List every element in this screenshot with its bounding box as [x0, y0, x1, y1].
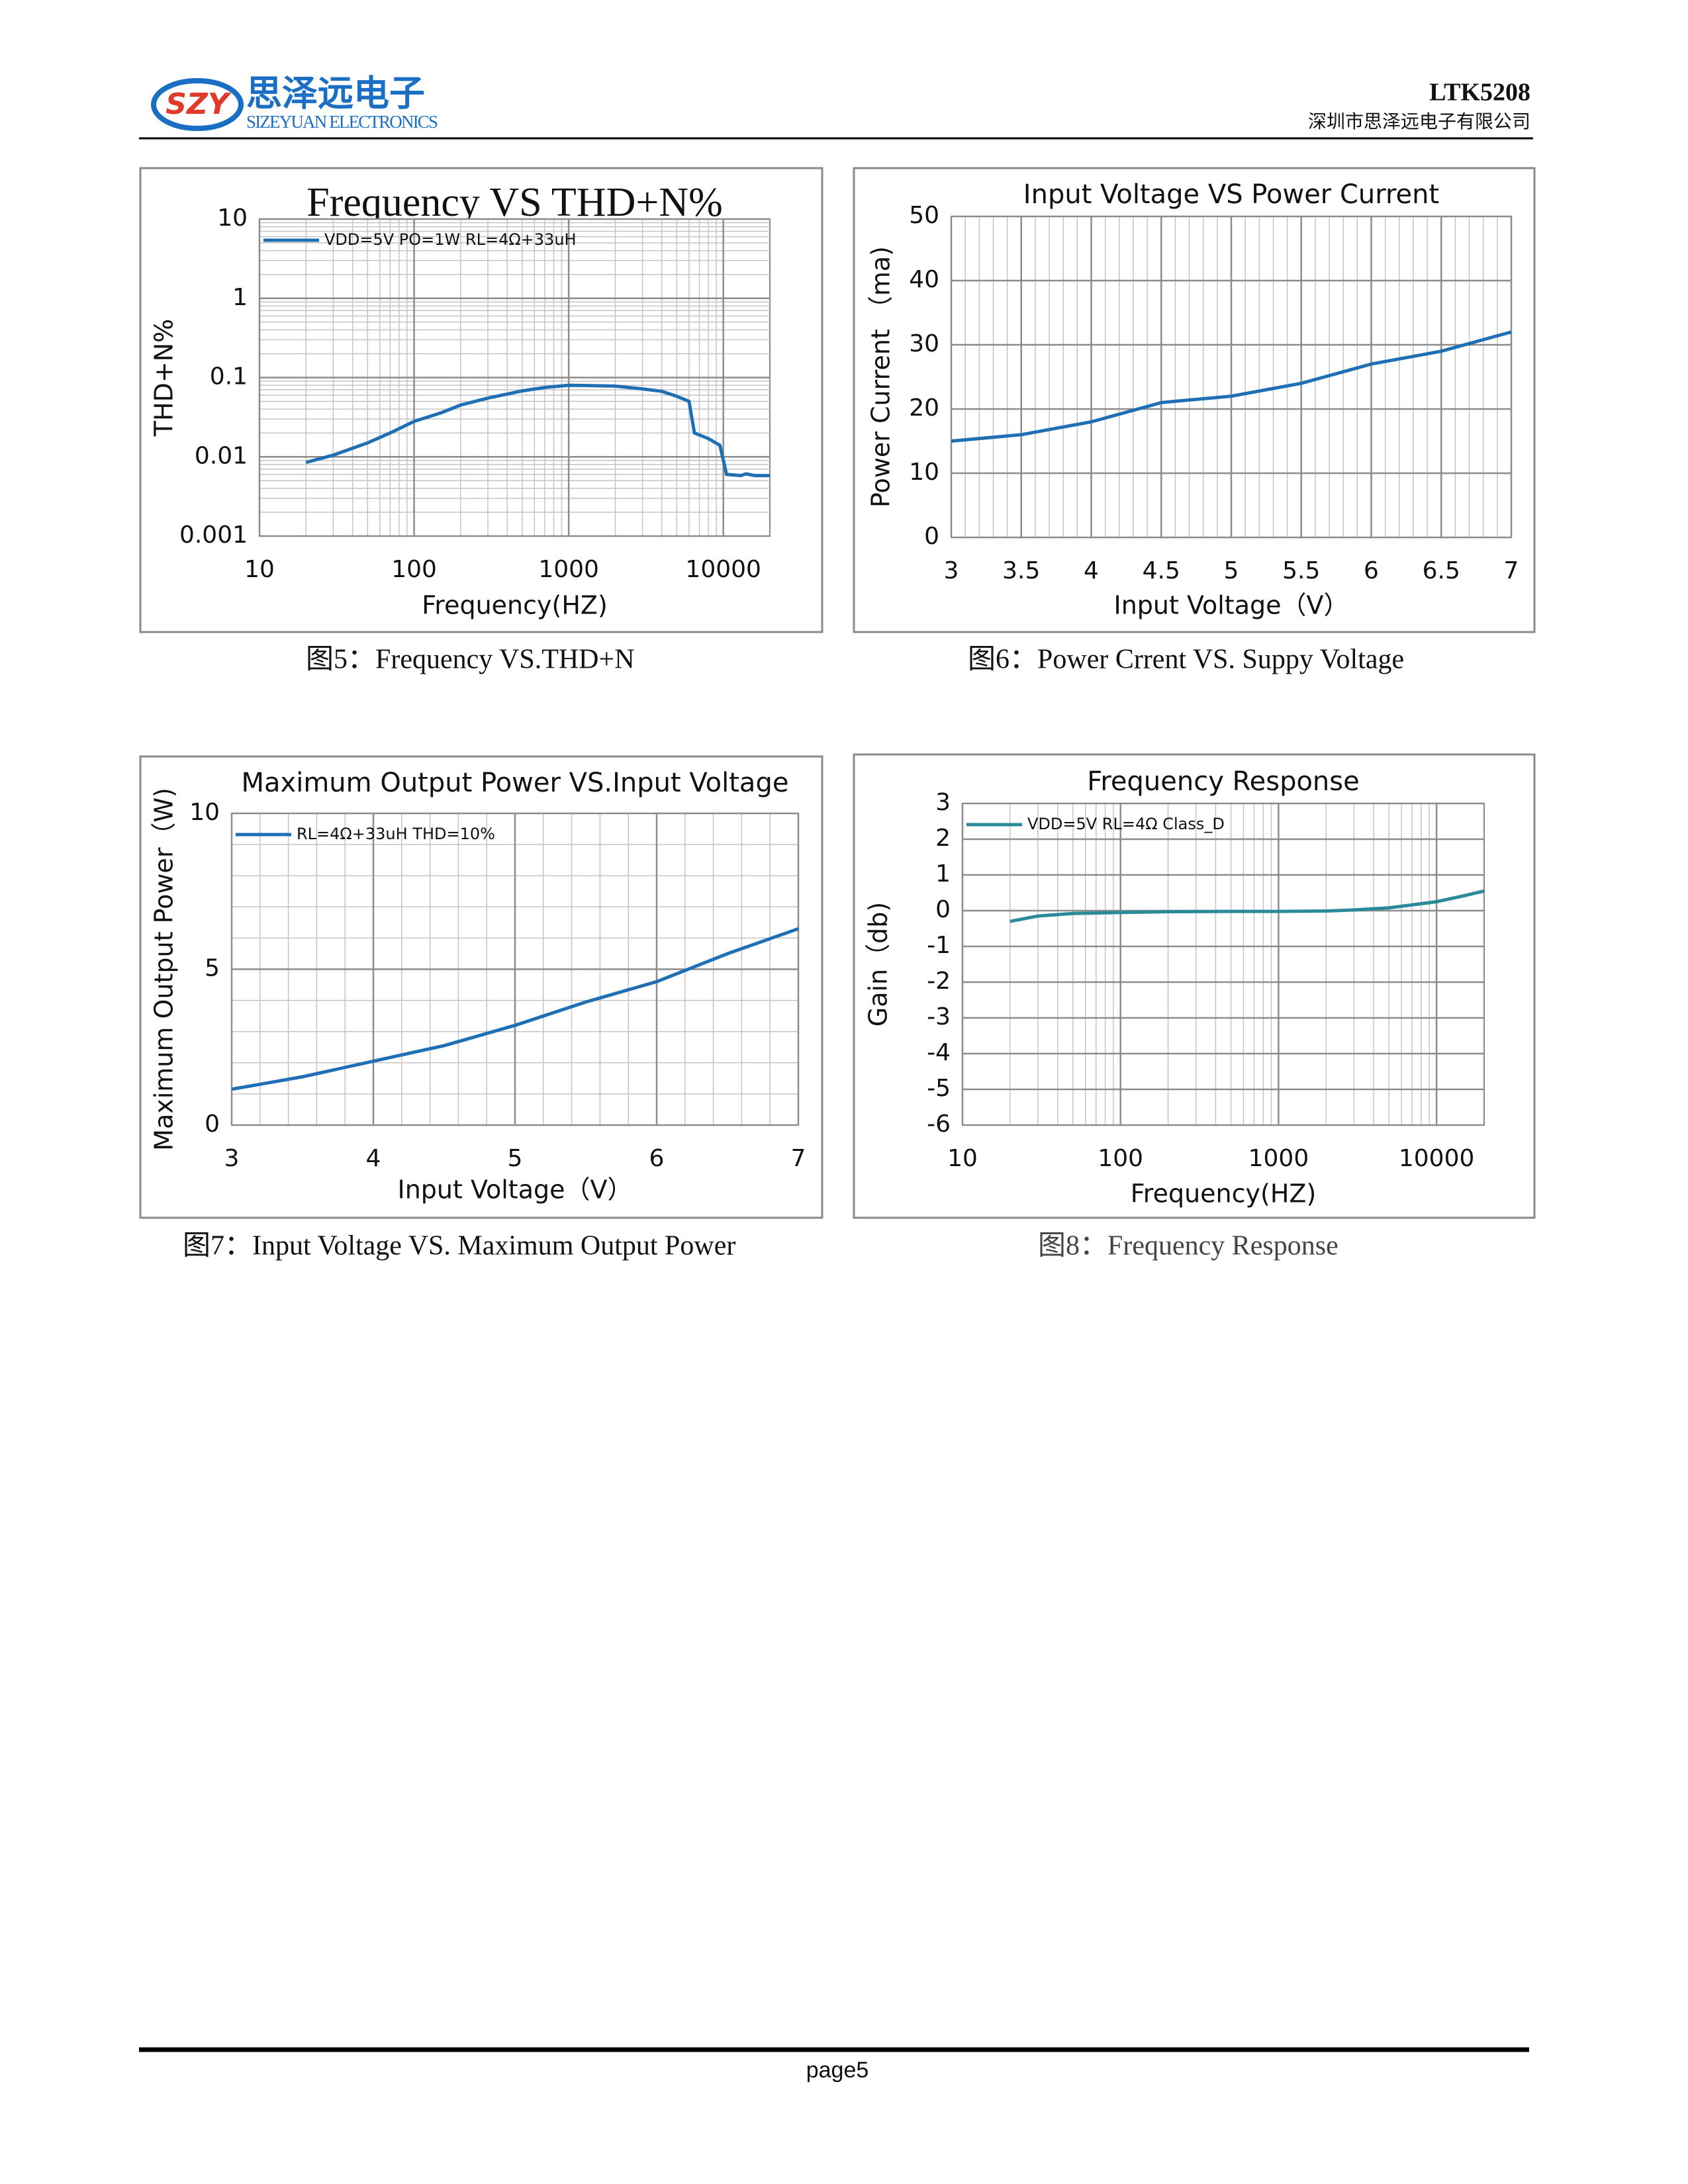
x-tick-label: 1000: [538, 556, 599, 583]
y-axis-label: THD+N%: [150, 319, 179, 437]
x-axis-label: Input Voltage（V）: [1113, 591, 1348, 620]
x-tick-label: 3.5: [1002, 557, 1040, 584]
series-line: [951, 330, 1512, 443]
y-tick-label: 0: [924, 523, 939, 550]
y-tick-label: -3: [927, 1003, 951, 1030]
chart-title: Input Voltage VS Power Current: [1023, 179, 1439, 210]
x-tick-label: 10: [947, 1145, 978, 1172]
x-tick-label: 100: [391, 556, 437, 583]
y-tick-label: 5: [205, 955, 220, 982]
x-tick-label: 3: [224, 1145, 240, 1172]
y-tick-label: 1: [935, 860, 951, 887]
legend-label: VDD=5V PO=1W RL=4Ω+33uH: [324, 230, 577, 249]
y-tick-label: 2: [935, 825, 951, 852]
x-tick-label: 6: [1364, 557, 1379, 584]
y-tick-label: 0: [205, 1111, 220, 1138]
chart-title: Frequency VS THD+N%: [306, 180, 723, 225]
x-tick-label: 4: [1084, 557, 1099, 584]
x-axis-label: Frequency(HZ): [422, 591, 608, 620]
series-line: [1009, 889, 1485, 923]
series-line: [305, 383, 770, 478]
y-tick-label: -6: [927, 1111, 951, 1138]
page-number: page5: [806, 2058, 869, 2083]
x-axis-label: Input Voltage（V）: [397, 1175, 632, 1205]
x-tick-label: 5: [1224, 557, 1239, 584]
caption: 图6：Power Crrent VS. Suppy Voltage: [968, 645, 1404, 675]
y-tick-label: -2: [927, 968, 951, 995]
y-tick-label: 40: [909, 266, 939, 293]
legend-label: VDD=5V RL=4Ω Class_D: [1027, 815, 1225, 833]
x-tick-label: 10: [244, 556, 275, 583]
caption: 图5：Frequency VS.THD+N: [306, 645, 635, 675]
y-axis-label: Gain（db): [864, 902, 893, 1026]
logo-mark: SZY: [165, 87, 232, 121]
y-tick-label: 10: [909, 459, 939, 486]
x-tick-label: 7: [1504, 557, 1519, 584]
y-tick-label: 10: [189, 799, 220, 826]
y-tick-label: 0.01: [195, 442, 248, 469]
y-tick-label: 1: [232, 284, 248, 311]
y-axis-label: Power Current （ma): [867, 246, 896, 508]
y-tick-label: 50: [909, 202, 939, 229]
y-tick-label: 0.1: [210, 363, 248, 390]
x-tick-label: 4: [366, 1145, 381, 1172]
x-axis-label: Frequency(HZ): [1131, 1179, 1317, 1208]
y-tick-label: 30: [909, 330, 939, 357]
y-tick-label: -4: [927, 1039, 951, 1066]
y-tick-label: 3: [935, 789, 951, 816]
caption: 图7：Input Voltage VS. Maximum Output Powe…: [183, 1231, 735, 1261]
chart-title: Maximum Output Power VS.Input Voltage: [242, 768, 789, 798]
y-tick-label: 20: [909, 394, 939, 422]
logo-ring: [151, 78, 244, 131]
x-tick-label: 100: [1098, 1145, 1143, 1172]
x-tick-label: 6: [649, 1145, 665, 1172]
x-tick-label: 5: [508, 1145, 523, 1172]
logo-cn: 思泽远电子: [246, 73, 425, 114]
part-number: LTK5208: [1429, 79, 1530, 107]
x-tick-label: 6.5: [1423, 557, 1460, 584]
y-tick-label: -1: [927, 932, 951, 959]
y-tick-label: -5: [927, 1075, 951, 1102]
x-tick-label: 7: [791, 1145, 806, 1172]
y-axis-label: Maximum Output Power（W): [150, 788, 179, 1151]
legend-label: RL=4Ω+33uH THD=10%: [297, 825, 495, 843]
company: 深圳市思泽远电子有限公司: [1308, 111, 1530, 132]
x-tick-label: 5.5: [1282, 557, 1320, 584]
series-line: [231, 927, 799, 1091]
y-tick-label: 0: [935, 896, 951, 923]
x-tick-label: 3: [944, 557, 959, 584]
logo-en: SIZEYUAN ELECTRONICS: [246, 112, 438, 132]
plot-area: [962, 803, 1485, 1126]
x-tick-label: 10000: [1399, 1145, 1475, 1172]
x-tick-label: 10000: [685, 556, 761, 583]
y-tick-label: 0.001: [179, 522, 248, 549]
x-tick-label: 1000: [1248, 1145, 1309, 1172]
chart-title: Frequency Response: [1087, 766, 1359, 797]
x-tick-label: 4.5: [1143, 557, 1180, 584]
caption: 图8：Frequency Response: [1038, 1231, 1338, 1261]
y-tick-label: 10: [217, 205, 248, 232]
